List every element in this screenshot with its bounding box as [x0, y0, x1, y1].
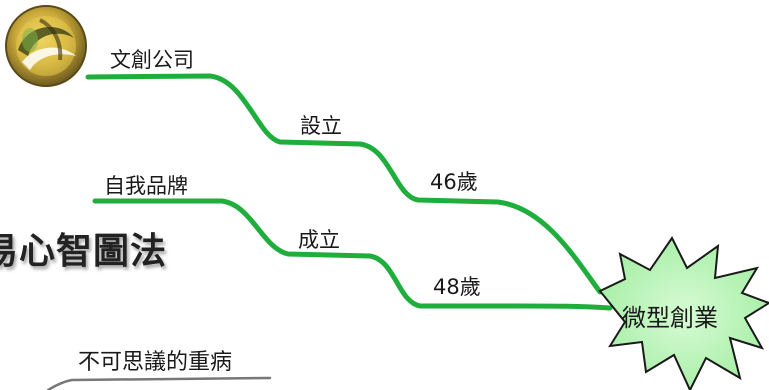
center-topic-label: 微型創業 [622, 304, 718, 332]
branch-label-brand: 自我品牌 [104, 174, 188, 198]
center-starburst-shape [598, 236, 769, 390]
branch-line-illness [46, 376, 272, 390]
link-label-established: 成立 [298, 228, 340, 252]
branch-line-company [85, 73, 603, 295]
branch-label-company: 文創公司 [110, 48, 194, 72]
golden-circle-logo-icon [5, 5, 87, 87]
link-label-age46: 46歲 [430, 170, 478, 194]
branch-label-illness: 不可思議的重病 [78, 350, 233, 375]
link-label-setup: 設立 [300, 114, 342, 138]
map-title: 易心智圖法 [0, 231, 168, 272]
branch-line-brand [92, 198, 613, 311]
link-label-age48: 48歲 [433, 275, 481, 299]
